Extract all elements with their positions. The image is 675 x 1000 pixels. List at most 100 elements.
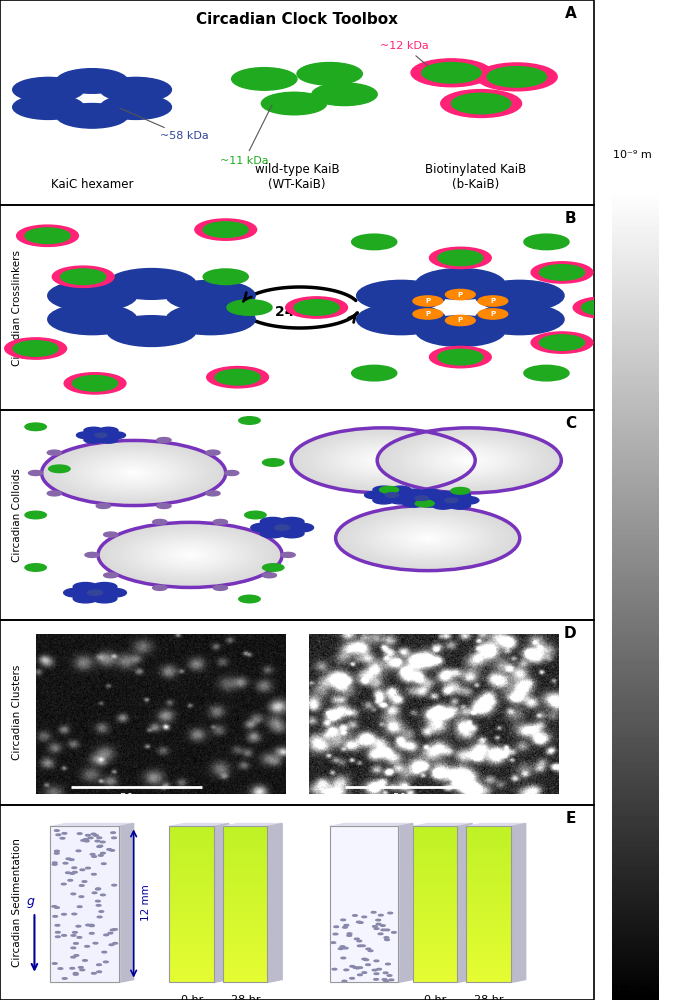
Circle shape — [371, 912, 376, 913]
Circle shape — [55, 830, 59, 831]
Circle shape — [346, 447, 420, 473]
Circle shape — [385, 963, 390, 965]
Circle shape — [213, 585, 227, 590]
Circle shape — [13, 77, 84, 102]
Circle shape — [86, 834, 90, 836]
Circle shape — [394, 434, 545, 487]
Circle shape — [132, 472, 136, 474]
Circle shape — [393, 526, 462, 550]
Circle shape — [354, 512, 502, 564]
Circle shape — [73, 932, 78, 933]
Circle shape — [129, 471, 138, 475]
Circle shape — [84, 840, 89, 842]
Circle shape — [213, 519, 227, 524]
Circle shape — [391, 433, 547, 488]
Circle shape — [92, 973, 97, 974]
Circle shape — [28, 470, 43, 476]
Circle shape — [385, 939, 389, 941]
Circle shape — [174, 549, 206, 561]
Circle shape — [409, 532, 446, 545]
Circle shape — [55, 907, 59, 908]
Circle shape — [124, 470, 143, 476]
Circle shape — [46, 442, 221, 504]
Circle shape — [386, 431, 552, 490]
Circle shape — [374, 973, 379, 975]
Circle shape — [74, 452, 194, 494]
Circle shape — [76, 453, 191, 493]
Circle shape — [104, 573, 118, 578]
Circle shape — [84, 946, 90, 947]
Circle shape — [573, 297, 635, 318]
Circle shape — [451, 454, 487, 467]
Circle shape — [367, 455, 399, 466]
Circle shape — [379, 914, 383, 916]
Circle shape — [13, 341, 58, 356]
Circle shape — [381, 925, 385, 926]
Circle shape — [63, 862, 68, 864]
Circle shape — [379, 429, 559, 492]
Circle shape — [97, 503, 111, 508]
Circle shape — [439, 450, 500, 471]
Circle shape — [358, 514, 497, 563]
Circle shape — [88, 837, 93, 839]
Circle shape — [114, 528, 266, 582]
Circle shape — [72, 913, 77, 915]
Circle shape — [89, 924, 94, 926]
Circle shape — [207, 367, 269, 388]
Circle shape — [384, 980, 389, 982]
Circle shape — [55, 936, 60, 938]
Bar — [51, 826, 119, 982]
Circle shape — [332, 968, 337, 970]
Circle shape — [412, 440, 526, 481]
Text: 10⁻¹ m: 10⁻¹ m — [614, 985, 652, 995]
Circle shape — [352, 511, 504, 565]
Text: Circadian Clock Toolbox: Circadian Clock Toolbox — [196, 12, 398, 27]
Circle shape — [97, 971, 101, 973]
Circle shape — [402, 437, 536, 484]
Circle shape — [140, 537, 241, 573]
Circle shape — [362, 916, 367, 918]
Circle shape — [74, 973, 78, 974]
Circle shape — [71, 956, 76, 958]
Circle shape — [157, 438, 171, 443]
Circle shape — [381, 929, 386, 931]
Circle shape — [344, 947, 348, 949]
Circle shape — [415, 496, 429, 501]
Circle shape — [90, 854, 95, 855]
Circle shape — [215, 369, 260, 385]
Circle shape — [376, 458, 390, 463]
Circle shape — [281, 552, 295, 557]
Circle shape — [582, 300, 626, 315]
Circle shape — [449, 491, 470, 499]
Circle shape — [429, 247, 491, 269]
Circle shape — [402, 499, 424, 507]
Circle shape — [124, 531, 256, 578]
Circle shape — [109, 944, 114, 946]
Circle shape — [416, 316, 505, 346]
Text: E: E — [566, 811, 576, 826]
Circle shape — [358, 974, 362, 976]
Circle shape — [78, 906, 82, 907]
Circle shape — [42, 440, 225, 506]
Circle shape — [368, 950, 373, 952]
Circle shape — [379, 486, 398, 493]
Circle shape — [117, 467, 150, 479]
Circle shape — [381, 460, 385, 461]
Circle shape — [358, 922, 363, 923]
Circle shape — [370, 518, 485, 558]
Text: P: P — [490, 298, 495, 304]
Circle shape — [307, 434, 459, 487]
Circle shape — [432, 491, 454, 499]
Circle shape — [227, 300, 272, 315]
Circle shape — [176, 550, 204, 560]
Circle shape — [144, 539, 236, 571]
Circle shape — [85, 456, 182, 490]
Circle shape — [99, 461, 168, 485]
Circle shape — [421, 443, 518, 477]
Circle shape — [85, 552, 99, 557]
Circle shape — [330, 442, 436, 479]
Circle shape — [396, 527, 460, 549]
Circle shape — [362, 958, 367, 960]
Circle shape — [338, 948, 343, 950]
Circle shape — [71, 893, 76, 895]
